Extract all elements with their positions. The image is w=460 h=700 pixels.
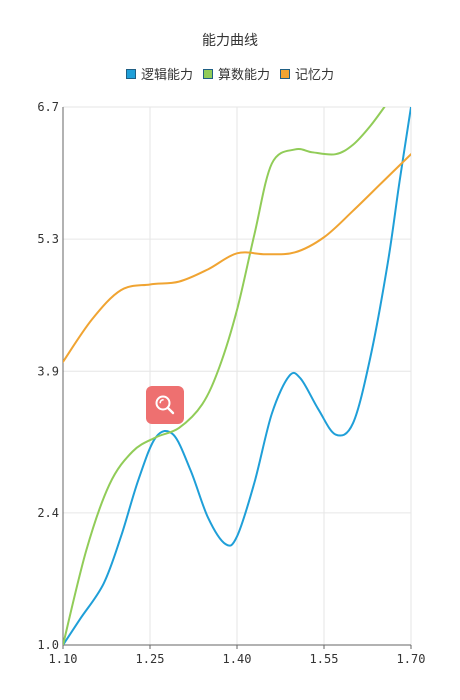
legend: 逻辑能力 算数能力 记忆力 [0,64,460,83]
axes [62,107,412,649]
series-line-1 [63,107,386,645]
series-line-0 [63,107,411,645]
legend-swatch-0 [125,68,136,79]
legend-label-1: 算数能力 [217,68,270,83]
series-line-2 [63,153,411,363]
legend-item-1[interactable]: 算数能力 [202,64,270,83]
legend-swatch-1 [202,68,213,79]
legend-item-0[interactable]: 逻辑能力 [125,64,193,83]
y-tick-label-2: 3.9 [37,364,59,378]
y-tick-label-3: 5.3 [37,232,59,246]
x-tick-label-3: 1.55 [310,652,339,666]
grid [63,106,412,645]
search-icon [155,395,175,415]
x-tick-label-4: 1.70 [397,652,426,666]
x-tick-label-2: 1.40 [223,652,252,666]
legend-swatch-2 [280,68,290,79]
series-lines [63,107,411,645]
y-tick-label-1: 2.4 [37,506,59,520]
x-tick-label-0: 1.10 [49,652,78,666]
y-tick-label-4: 6.7 [37,100,59,114]
x-tick-label-1: 1.25 [136,652,165,666]
y-tick-label-0: 1.0 [37,638,59,652]
legend-label-2: 记忆力 [295,68,335,83]
legend-item-2[interactable]: 记忆力 [280,64,334,83]
chart-title: 能力曲线 [202,33,258,49]
zoom-button[interactable] [146,386,184,424]
tick-labels: 1.0 2.4 3.9 5.3 6.7 1.10 1.25 1.40 1.55 1.70 [37,100,425,666]
legend-label-0: 逻辑能力 [140,68,193,83]
